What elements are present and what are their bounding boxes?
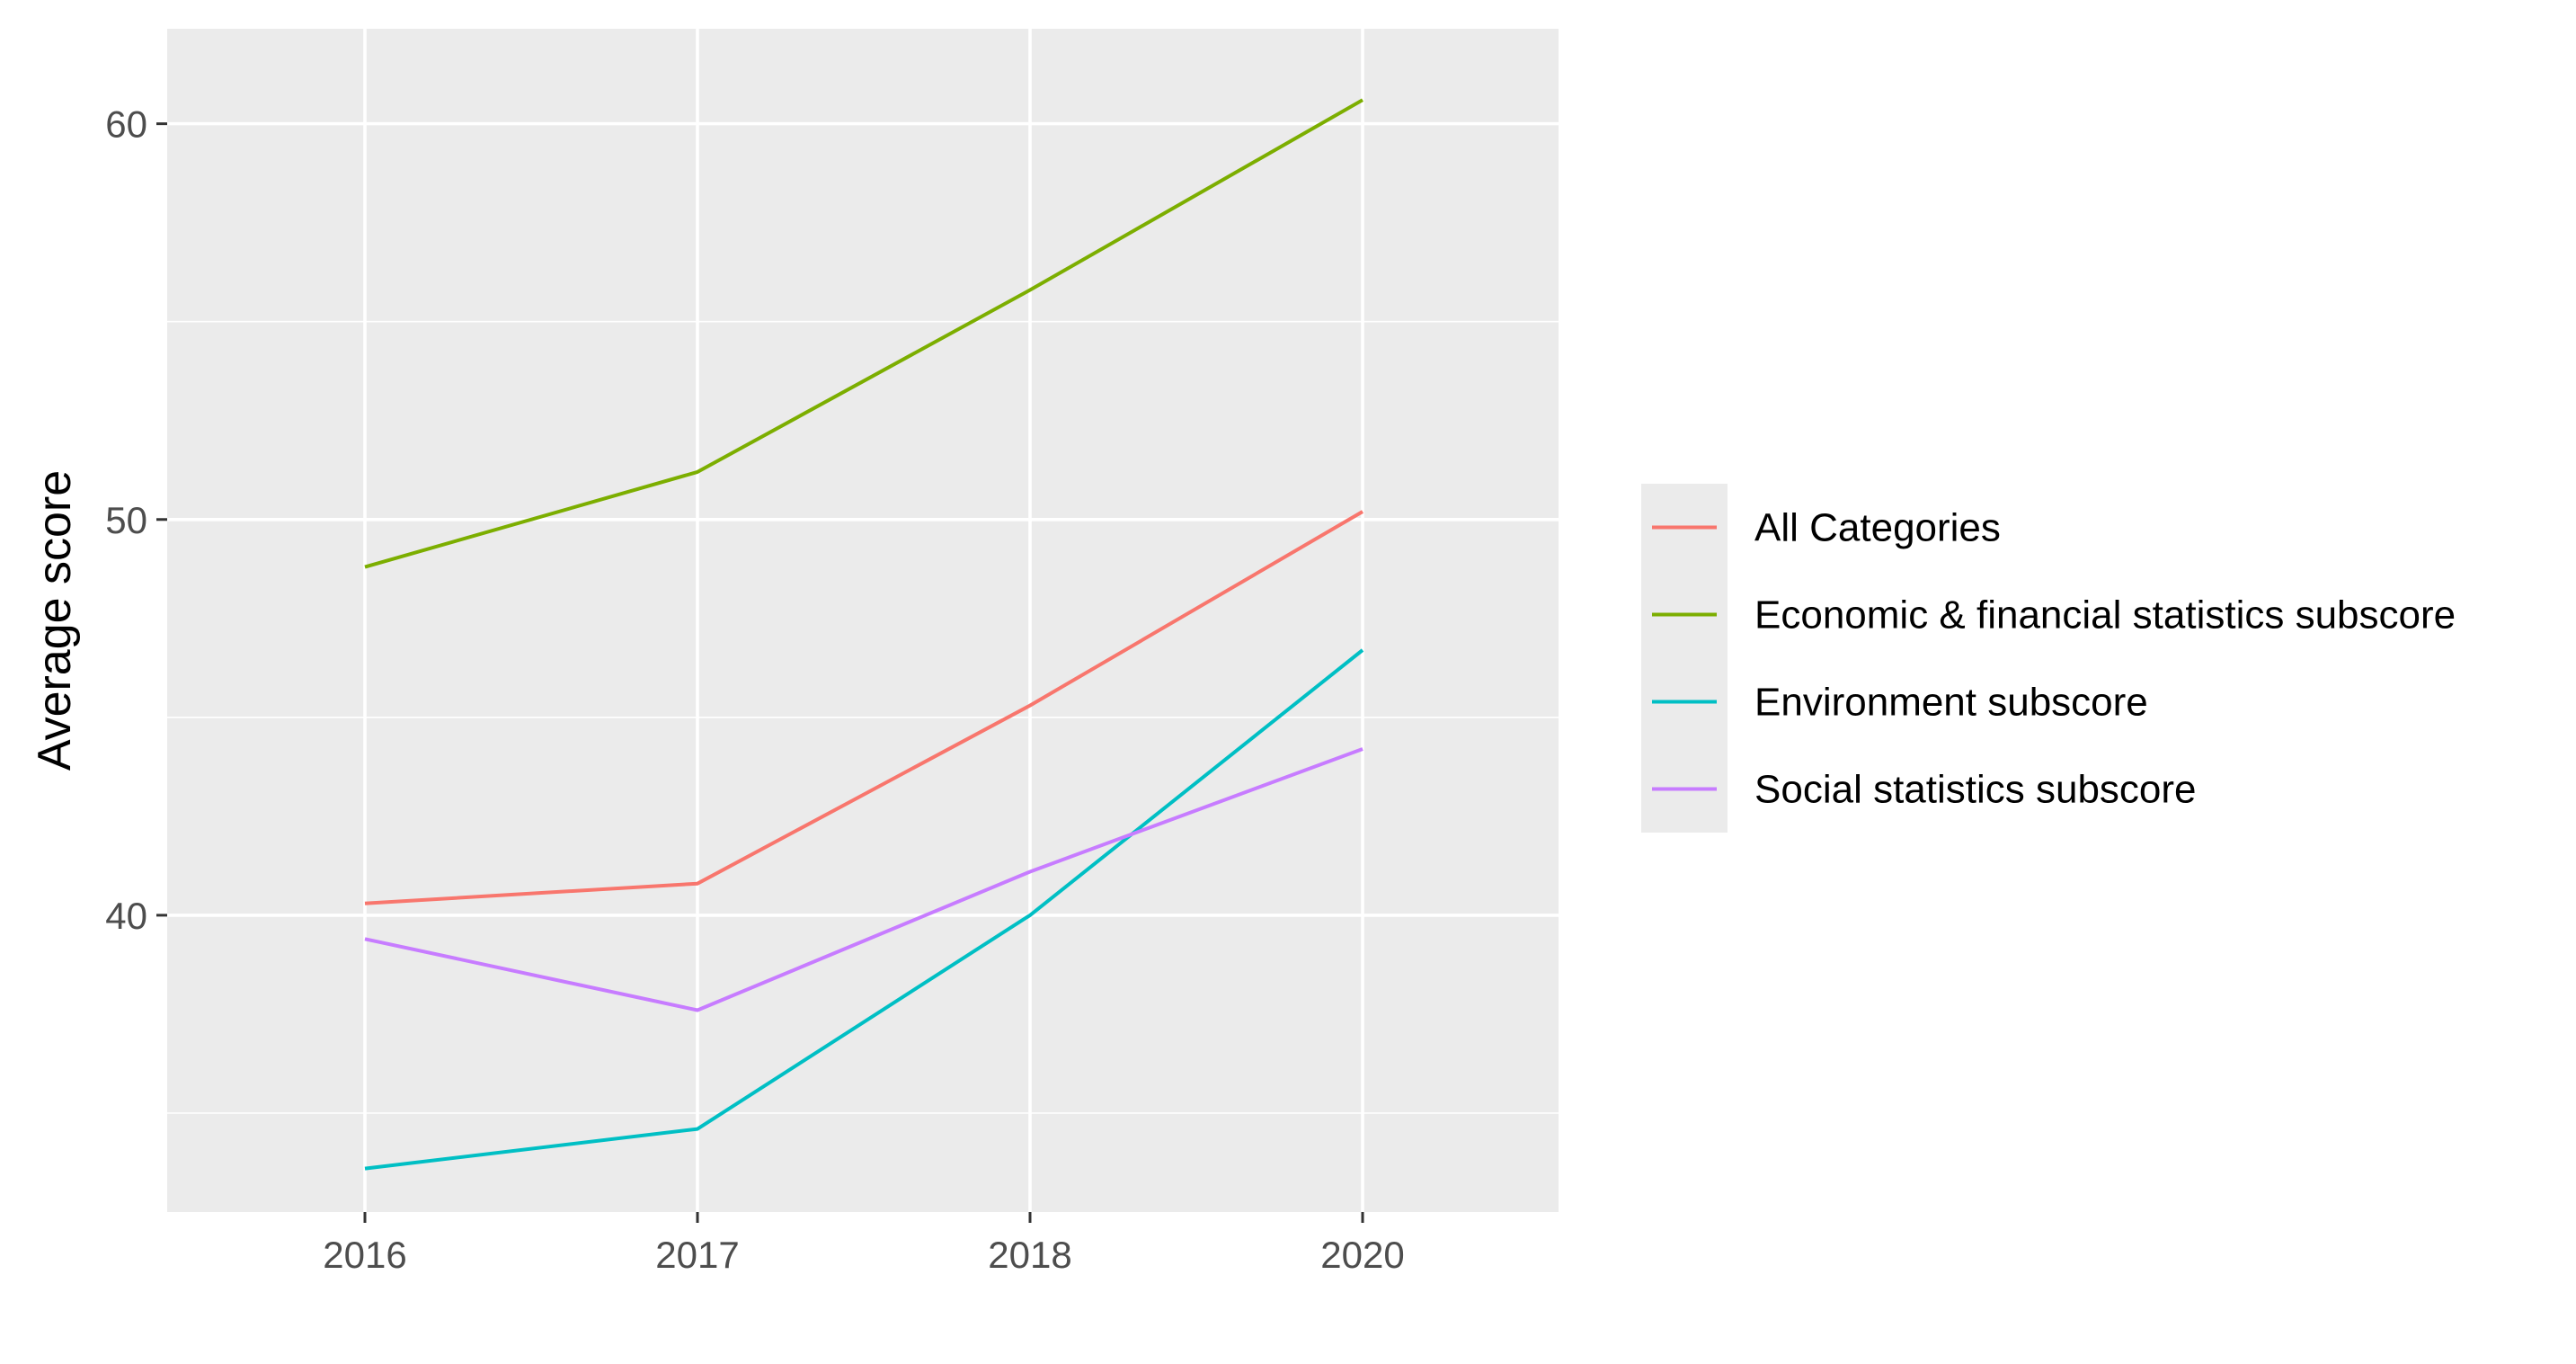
- minor-gridlines: [167, 320, 1559, 1114]
- series-lines: [364, 98, 1364, 1171]
- plot-background: [167, 29, 1559, 1212]
- y-axis-title: Average score: [29, 470, 81, 771]
- series-line: [364, 747, 1364, 1012]
- x-tick-label: 2016: [323, 1234, 406, 1276]
- series-line: [364, 510, 1364, 905]
- y-tick-label: 50: [105, 499, 147, 541]
- legend-label: Social statistics subscore: [1754, 768, 2197, 812]
- legend-label: Environment subscore: [1754, 681, 2148, 725]
- major-gridlines: [167, 29, 1559, 1212]
- legend-label: Economic & financial statistics subscore: [1754, 593, 2456, 637]
- legend: All Categories Economic & financial stati…: [1641, 484, 2456, 833]
- x-tick-label: 2018: [988, 1234, 1071, 1276]
- y-axis: 40 50 60: [105, 103, 167, 937]
- series-line: [364, 98, 1364, 569]
- x-tick-label: 2017: [655, 1234, 739, 1276]
- y-tick-label: 40: [105, 895, 147, 937]
- x-axis: 2016 2017 2018 2020: [323, 1212, 1405, 1276]
- series-line: [364, 648, 1364, 1171]
- y-tick-label: 60: [105, 103, 147, 146]
- x-tick-label: 2020: [1320, 1234, 1404, 1276]
- legend-background: [1641, 484, 1728, 833]
- legend-label: All Categories: [1754, 506, 2001, 550]
